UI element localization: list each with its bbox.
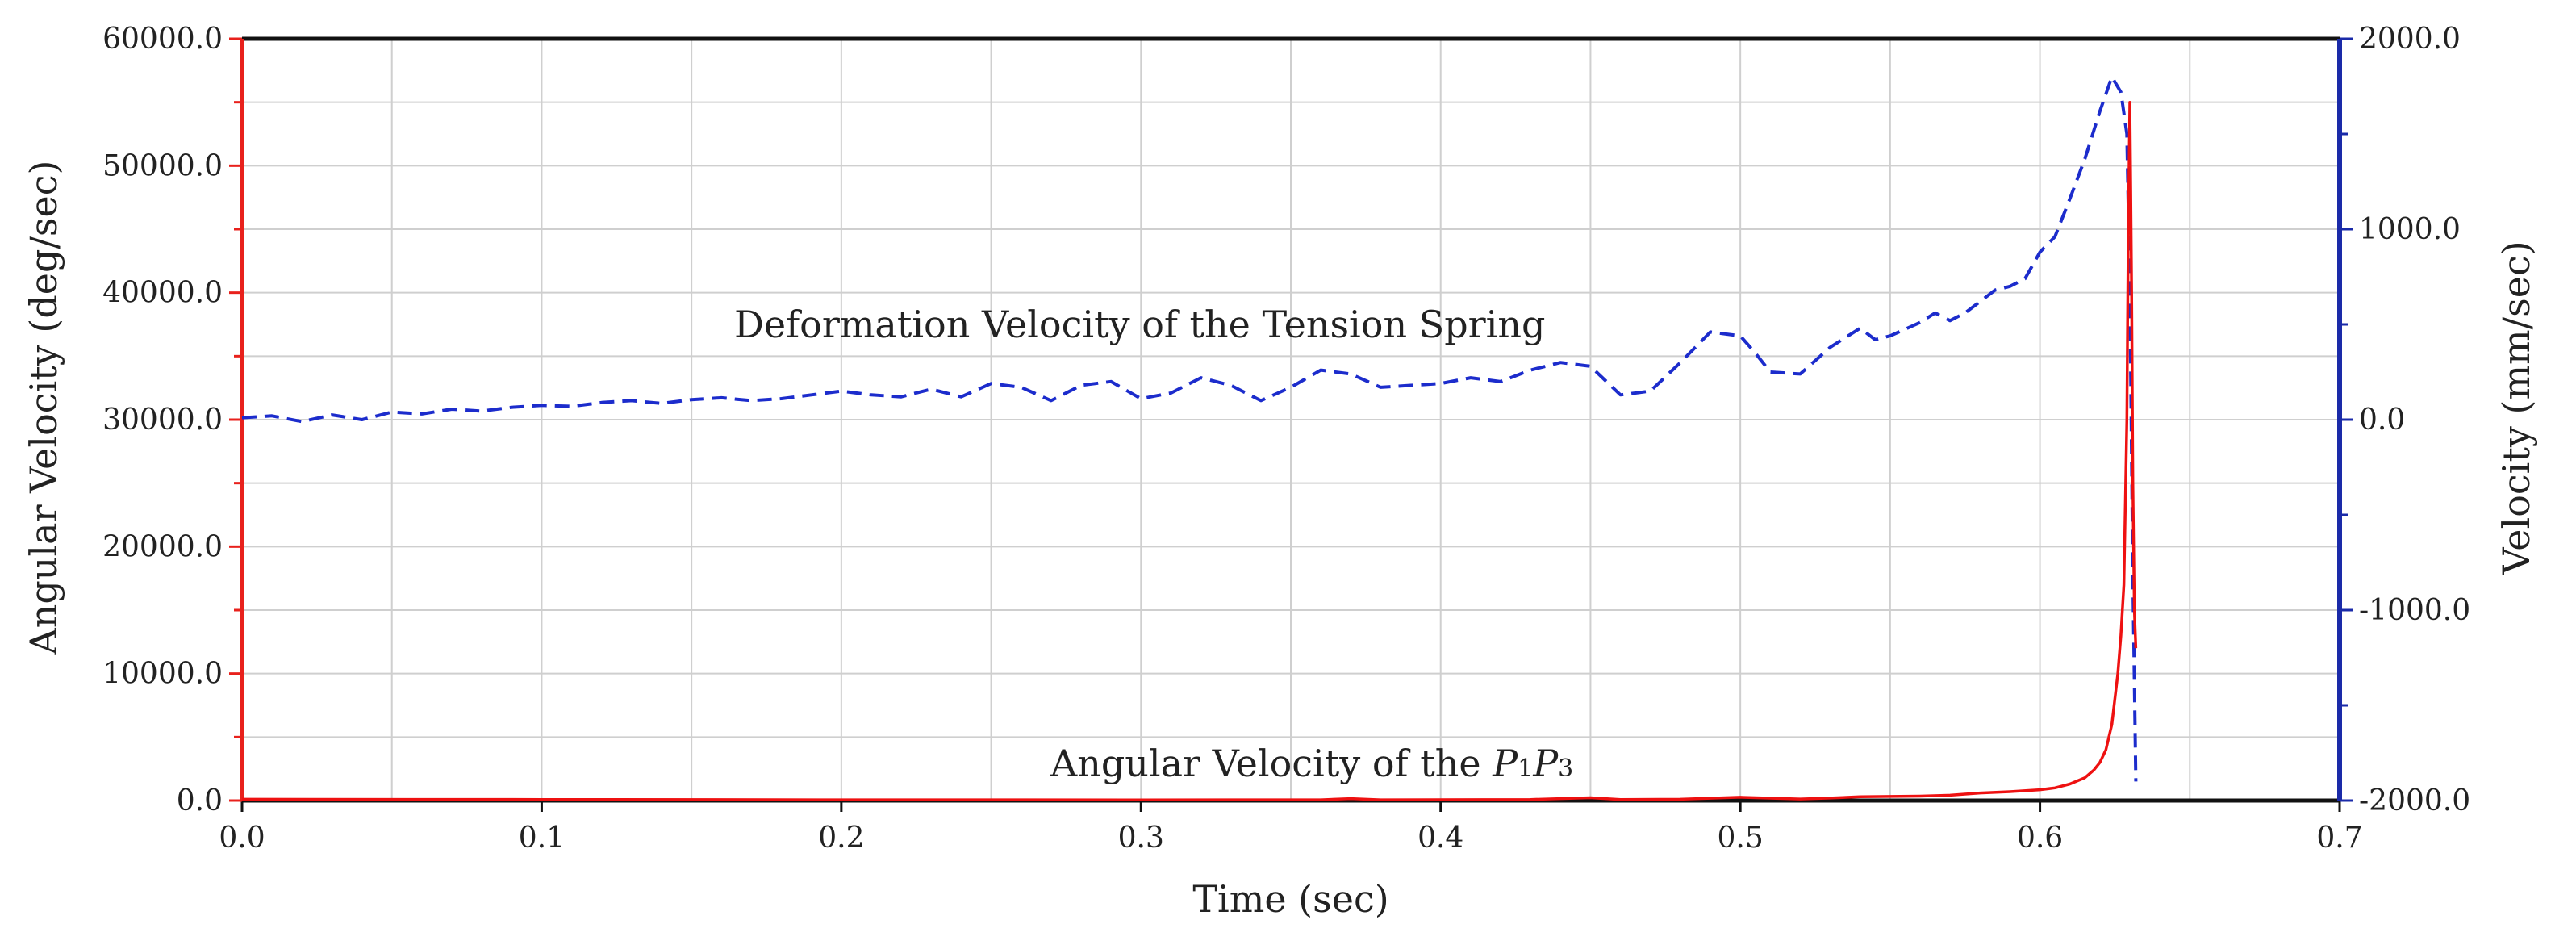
x-tick-label: 0.6 [2017, 822, 2063, 855]
y-right-tick-label: 0.0 [2359, 404, 2405, 437]
y-left-tick-label: 10000.0 [102, 658, 223, 691]
angular-label-sub3: 3 [1558, 755, 1573, 783]
y-right-tick-label: -2000.0 [2359, 784, 2470, 817]
angular-label-p3: P [1532, 742, 1559, 785]
x-tick-label: 0.1 [519, 822, 565, 855]
angular-label-sub1: 1 [1518, 755, 1533, 783]
y-left-tick-label: 30000.0 [102, 404, 223, 437]
angular-label-p1: P [1492, 742, 1518, 785]
y-left-tick-label: 0.0 [177, 784, 223, 817]
grid [242, 39, 2340, 801]
x-tick-label: 0.3 [1118, 822, 1164, 855]
y-axis-title-left: Angular Velocity (deg/sec) [22, 161, 65, 656]
x-tick-label: 0.5 [1718, 822, 1764, 855]
y-left-tick-label: 60000.0 [102, 23, 223, 56]
angular-label-prefix: Angular Velocity of the [1050, 742, 1493, 785]
x-tick-label: 0.7 [2316, 822, 2362, 855]
x-tick-label: 0.2 [818, 822, 864, 855]
y-axis-title-right: Velocity (mm/sec) [2495, 240, 2538, 575]
y-left-tick-label: 50000.0 [102, 149, 223, 182]
series-layer [241, 75, 2138, 801]
x-axis-title: Time (sec) [1192, 877, 1388, 921]
deformation-series-label: Deformation Velocity of the Tension Spri… [734, 303, 1545, 346]
x-tick-label: 0.4 [1417, 822, 1463, 855]
ticks: 0.0 0.1 0.2 0.3 0.4 0.5 0.6 0.7 0.0 10000.0 20000.… [102, 23, 2470, 855]
angular-series-label: Angular Velocity of the P1P3 [1050, 742, 1573, 785]
deformation-velocity-line [241, 75, 2138, 782]
angular-velocity-line [241, 100, 2138, 801]
y-right-tick-label: -1000.0 [2359, 594, 2470, 627]
y-left-tick-label: 20000.0 [102, 530, 223, 563]
x-tick-label: 0.0 [219, 822, 265, 855]
y-right-tick-label: 1000.0 [2359, 213, 2461, 246]
y-right-tick-label: 2000.0 [2359, 23, 2461, 56]
y-left-tick-label: 40000.0 [102, 277, 223, 310]
